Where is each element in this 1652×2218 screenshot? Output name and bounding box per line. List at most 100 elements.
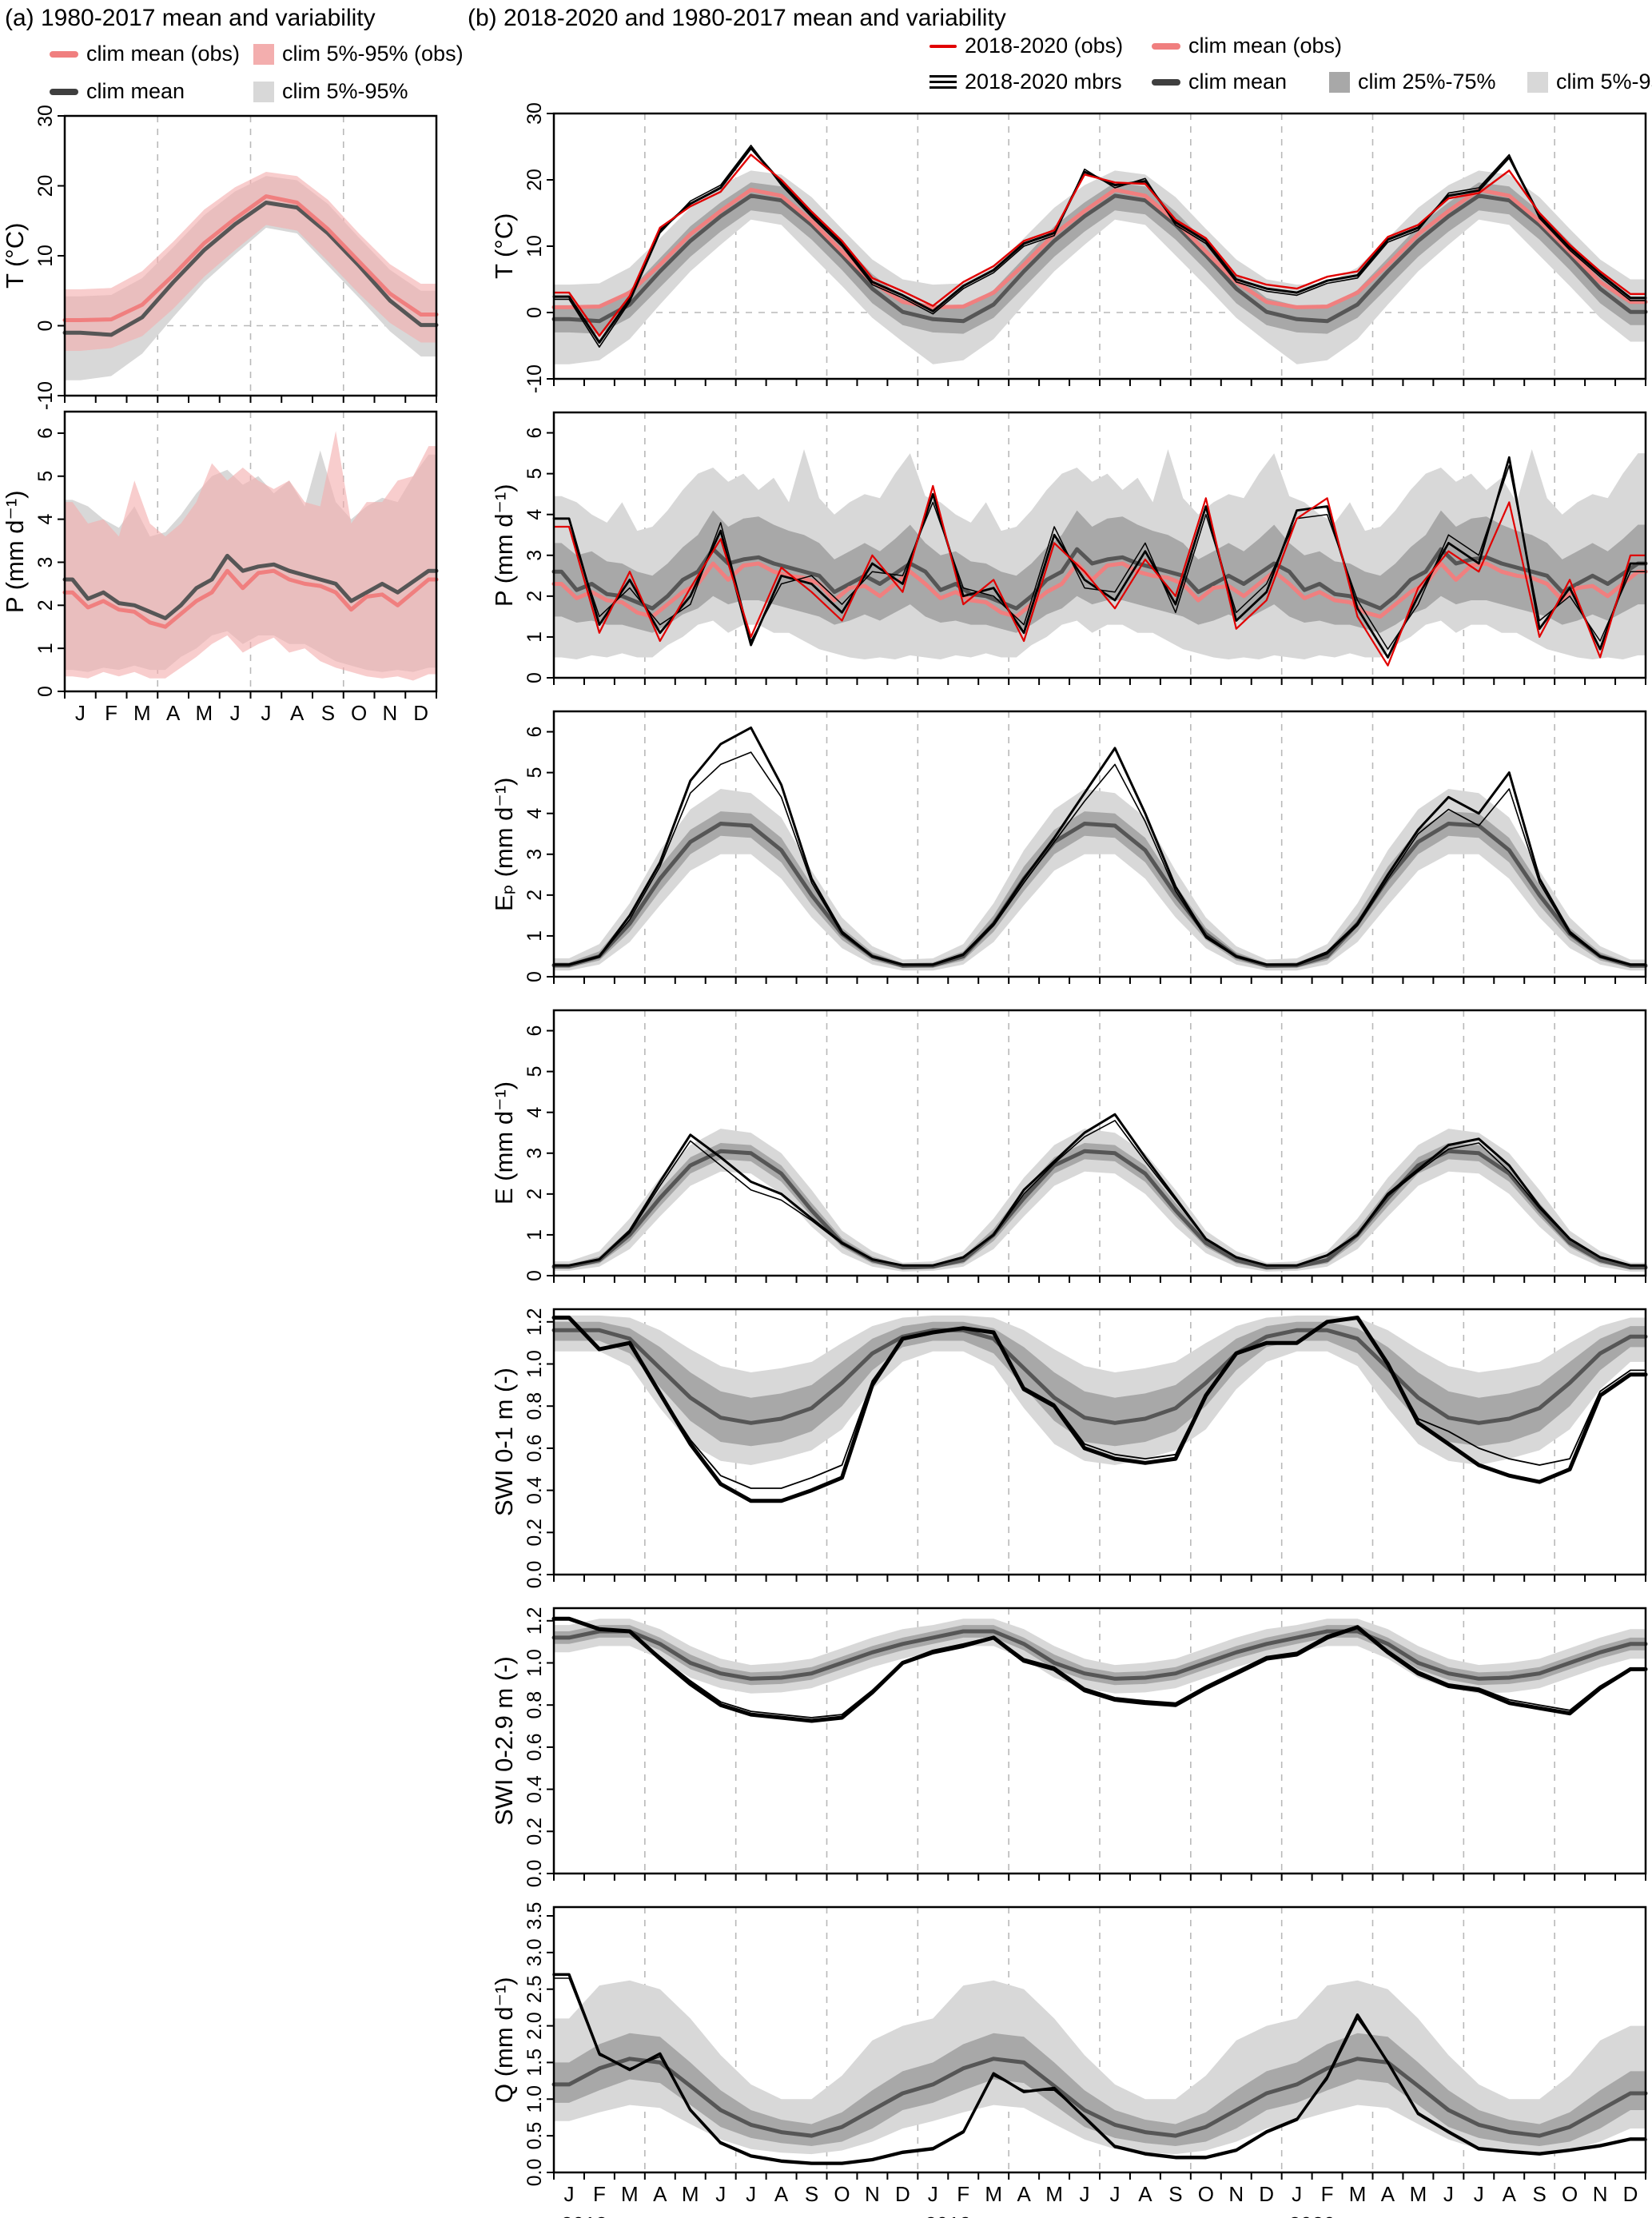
- panel-b-evaporation: E (mm d⁻¹) 0 1 2 3 4 5 6: [490, 1009, 1648, 1283]
- band-clim-5-95-obs: [65, 431, 436, 681]
- y-tick-label: 4: [523, 808, 546, 819]
- plot-border: [552, 1009, 1647, 1277]
- y-axis-label: P (mm d⁻¹): [1, 490, 29, 613]
- plot-border: [552, 1905, 1647, 2174]
- y-axis-ticks: 0 1 2 3 4 5 6: [523, 727, 554, 982]
- legend-item-clim-mean: clim mean: [1152, 70, 1329, 94]
- legend-panel-b: 2018-2020 (obs) clim mean (obs) 2018-2020 …: [929, 34, 1652, 94]
- line-member-2: [553, 1120, 1646, 1266]
- month-label: J: [563, 2182, 574, 2206]
- legend-label-clim-5-95: clim 5%-95%: [282, 79, 408, 103]
- y-tick-label: 3: [523, 1148, 546, 1159]
- line-clim-mean: [551, 193, 1648, 324]
- y-axis-label: T (°C): [490, 213, 518, 280]
- clim-mean-obs-swatch-icon: [50, 50, 78, 58]
- y-tick-label: 30: [34, 105, 57, 127]
- y-tick-label: 2: [523, 890, 546, 901]
- month-label: N: [1593, 2182, 1608, 2206]
- month-label: A: [1381, 2182, 1395, 2206]
- x-axis-ticks: [553, 1276, 1646, 1283]
- bP-chart-svg: 0 1 2 3 4 5 6: [523, 411, 1648, 685]
- line-member-2: [553, 751, 1646, 966]
- legend-label-clim-5-95: clim 5%-95%: [1556, 70, 1652, 94]
- y-axis-label: SWI 0-2.9 m (-): [490, 1656, 518, 1826]
- legend-panel-a: clim mean (obs) clim 5%-95% (obs) clim mea…: [50, 42, 485, 104]
- plot-border: [552, 411, 1647, 679]
- y-axis-ticks: 0 1 2 3 4 5 6: [523, 1025, 554, 1281]
- y-tick-label: 0.5: [523, 2122, 546, 2150]
- y-tick-label: 1.2: [523, 1607, 546, 1635]
- line-clim-mean: [551, 1328, 1648, 1425]
- line-obs-2018-2020: [552, 153, 1647, 337]
- line-member-1: [552, 726, 1647, 966]
- x-axis-ticks: [553, 2172, 1646, 2180]
- y-tick-label: 0.2: [523, 1818, 546, 1846]
- month-label: J: [1443, 2182, 1454, 2206]
- bSWI1-chart-svg: 0.0 0.2 0.4 0.6 0.8 1.0 1.2: [523, 1308, 1648, 1588]
- y-tick-label: 20: [34, 175, 57, 197]
- mbrs-2018-2020-swatch-icon: [929, 75, 957, 89]
- y-tick-label: 10: [34, 245, 57, 267]
- aT-chart-svg: -10 0 10 20 30: [34, 105, 439, 410]
- x-axis-ticks: [553, 379, 1646, 386]
- y-tick-label: 0.0: [523, 1561, 546, 1589]
- y-tick-label: 2: [523, 1189, 546, 1200]
- y-tick-label: 0.6: [523, 1734, 546, 1762]
- month-label: O: [834, 2182, 850, 2206]
- line-member-1: [551, 1316, 1648, 1503]
- month-label: J: [1109, 2182, 1120, 2206]
- legend-item-clim-5-95: clim 5%-95%: [253, 79, 485, 104]
- panel-b-potential-evaporation: Eₚ (mm d⁻¹) 0 1 2 3 4 5 6: [490, 710, 1648, 984]
- y-tick-label: 1.0: [523, 1649, 546, 1677]
- y-tick-label: 4: [34, 514, 57, 525]
- x-year-labels: 2018 2019 2020: [561, 2212, 1336, 2218]
- month-label: O: [1562, 2182, 1578, 2206]
- y-tick-label: 3: [34, 557, 57, 568]
- y-tick-label: 0.0: [523, 2159, 546, 2187]
- month-label: O: [351, 701, 367, 725]
- legend-label-clim-mean: clim mean: [86, 79, 185, 103]
- line-clim-mean: [62, 553, 439, 620]
- y-tick-label: 1.0: [523, 1350, 546, 1378]
- line-clim-mean: [551, 1149, 1648, 1270]
- bEp-chart-svg: 0 1 2 3 4 5 6: [523, 710, 1648, 984]
- month-label: F: [105, 701, 117, 725]
- line-member-1: [552, 1113, 1647, 1267]
- y-tick-label: 6: [523, 727, 546, 738]
- month-label: D: [413, 701, 428, 725]
- y-tick-label: 1: [523, 930, 546, 942]
- y-tick-label: 0.6: [523, 1435, 546, 1463]
- y-tick-label: 0: [34, 321, 57, 332]
- clim-mean-obs-swatch-icon: [1152, 42, 1180, 50]
- month-label: J: [928, 2182, 938, 2206]
- legend-item-clim-mean-obs: clim mean (obs): [1152, 34, 1342, 58]
- month-label: J: [75, 701, 86, 725]
- y-axis-label: Eₚ (mm d⁻¹): [490, 777, 518, 911]
- y-tick-label: 3.5: [523, 1902, 546, 1930]
- month-label: M: [1410, 2182, 1427, 2206]
- y-axis-label: Q (mm d⁻¹): [490, 1977, 518, 2103]
- month-label: F: [957, 2182, 969, 2206]
- obs-2018-2020-swatch-icon: [929, 44, 957, 48]
- y-tick-label: 3.0: [523, 1939, 546, 1967]
- y-tick-label: 5: [523, 468, 546, 480]
- x-axis-ticks: [553, 1575, 1646, 1582]
- month-label: M: [133, 701, 151, 725]
- bE-chart-svg: 0 1 2 3 4 5 6: [523, 1009, 1648, 1283]
- line-clim-mean: [551, 1629, 1648, 1681]
- month-label: A: [774, 2182, 789, 2206]
- line-clim-mean: [551, 822, 1648, 968]
- month-label: N: [1228, 2182, 1244, 2206]
- y-tick-label: 5: [523, 767, 546, 778]
- year-label: 2019: [925, 2212, 971, 2218]
- legend-label-clim-mean-obs: clim mean (obs): [1188, 34, 1343, 58]
- y-tick-label: 30: [523, 102, 546, 125]
- line-member-1: [552, 1973, 1647, 2165]
- legend-item-clim-25-75: clim 25%-75%: [1329, 70, 1527, 94]
- month-label: O: [1198, 2182, 1214, 2206]
- legend-item-clim-5-95-obs: clim 5%-95% (obs): [253, 42, 485, 66]
- plot-border: [63, 114, 438, 397]
